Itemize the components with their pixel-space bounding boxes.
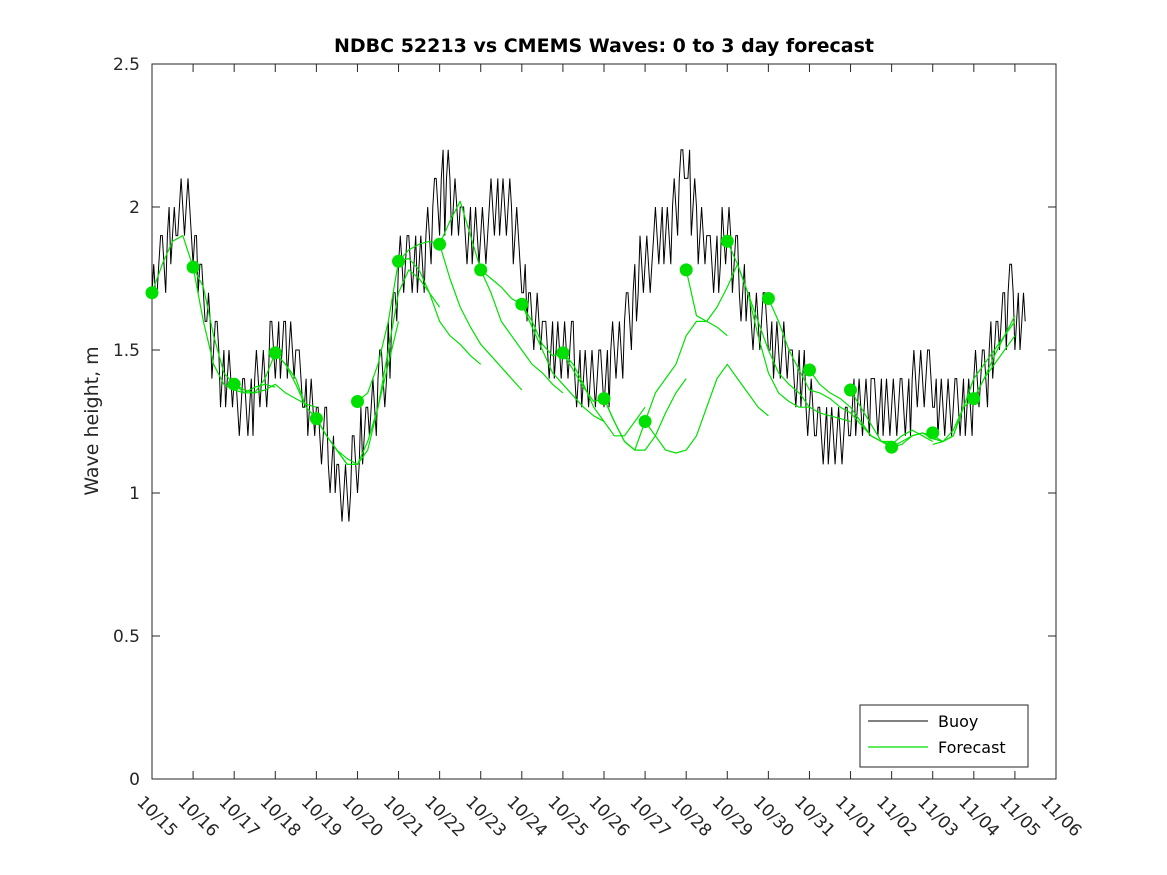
forecast-start-point [885,440,899,454]
forecast-line [439,200,564,394]
forecast-line [726,241,851,423]
y-tick-label: 1.5 [113,341,140,361]
forecast-start-point [433,237,447,251]
forecast-start-point [268,346,282,360]
forecast-start-point [638,415,652,428]
forecast-start-point [186,260,200,274]
forecast-start-points [145,234,981,454]
x-tick-label: 10/31 [790,792,839,841]
forecast-start-point [474,263,488,277]
forecast-start-point [761,292,775,305]
forecast-start-point [597,392,611,406]
forecast-start-point [515,297,529,311]
forecast-start-point [679,263,693,277]
x-tick-label: 11/02 [872,792,921,841]
forecast-line [644,363,769,454]
x-tick-label: 10/15 [132,792,181,841]
x-tick-label: 10/28 [667,792,716,841]
y-tick-label: 1 [129,484,140,504]
forecast-line [521,303,646,437]
x-tick-label: 11/06 [1036,792,1085,841]
x-tick-label: 11/01 [831,792,880,841]
x-tick-label: 10/30 [749,792,798,841]
x-tick-label: 10/23 [461,792,510,841]
x-tick-label: 11/04 [954,792,1003,841]
forecast-start-point [145,286,159,300]
forecast-start-point [926,426,940,440]
forecast-series [151,200,1016,465]
forecast-start-point [309,412,323,426]
y-tick-label: 2 [129,198,140,218]
legend-box [859,704,1029,768]
forecast-start-point [803,363,816,377]
forecast-line [480,269,605,423]
forecast-line [315,269,441,465]
x-tick-label: 10/27 [626,792,675,841]
x-tick-label: 10/24 [502,792,551,841]
x-tick-label: 10/16 [174,792,223,841]
x-tick-label: 10/25 [543,792,592,841]
legend: Buoy Forecast [859,704,1029,768]
buoy-series [151,149,1026,522]
chart-title: NDBC 52213 vs CMEMS Waves: 0 to 3 day fo… [334,35,874,57]
x-tick-label: 10/21 [379,792,428,841]
forecast-start-point [392,254,405,268]
forecast-start-point [720,234,734,248]
forecast-line [357,257,482,402]
y-axis-label: Wave height, m [81,346,103,495]
legend-buoy-label: Buoy [938,712,978,731]
forecast-line [891,321,1016,448]
forecast-start-point [556,346,570,360]
x-tick-label: 10/20 [338,792,387,841]
x-tick-label: 10/29 [708,792,757,841]
legend-forecast-label: Forecast [938,738,1006,757]
y-tick-label: 0.5 [113,627,140,647]
forecast-line [398,240,523,391]
forecast-start-point [967,392,981,406]
forecast-line [973,335,1016,399]
x-tick-label: 10/18 [256,792,305,841]
forecast-start-point [227,377,241,391]
y-tick-label: 0 [129,770,140,790]
x-tick-label: 11/03 [913,792,962,841]
forecast-line [809,369,933,445]
x-tick-label: 11/05 [995,792,1044,841]
buoy-line [151,149,1026,522]
x-tick-label: 10/22 [420,792,469,841]
x-tick-label: 10/26 [584,792,633,841]
y-axis: 0 0.5 1 1.5 2 2.5 [113,55,1056,790]
x-tick-label: 10/19 [297,792,346,841]
forecast-line [151,235,276,394]
y-tick-label: 2.5 [113,55,140,75]
forecast-start-point [351,395,364,408]
x-tick-label: 10/17 [215,792,264,841]
forecast-start-point [844,383,857,397]
